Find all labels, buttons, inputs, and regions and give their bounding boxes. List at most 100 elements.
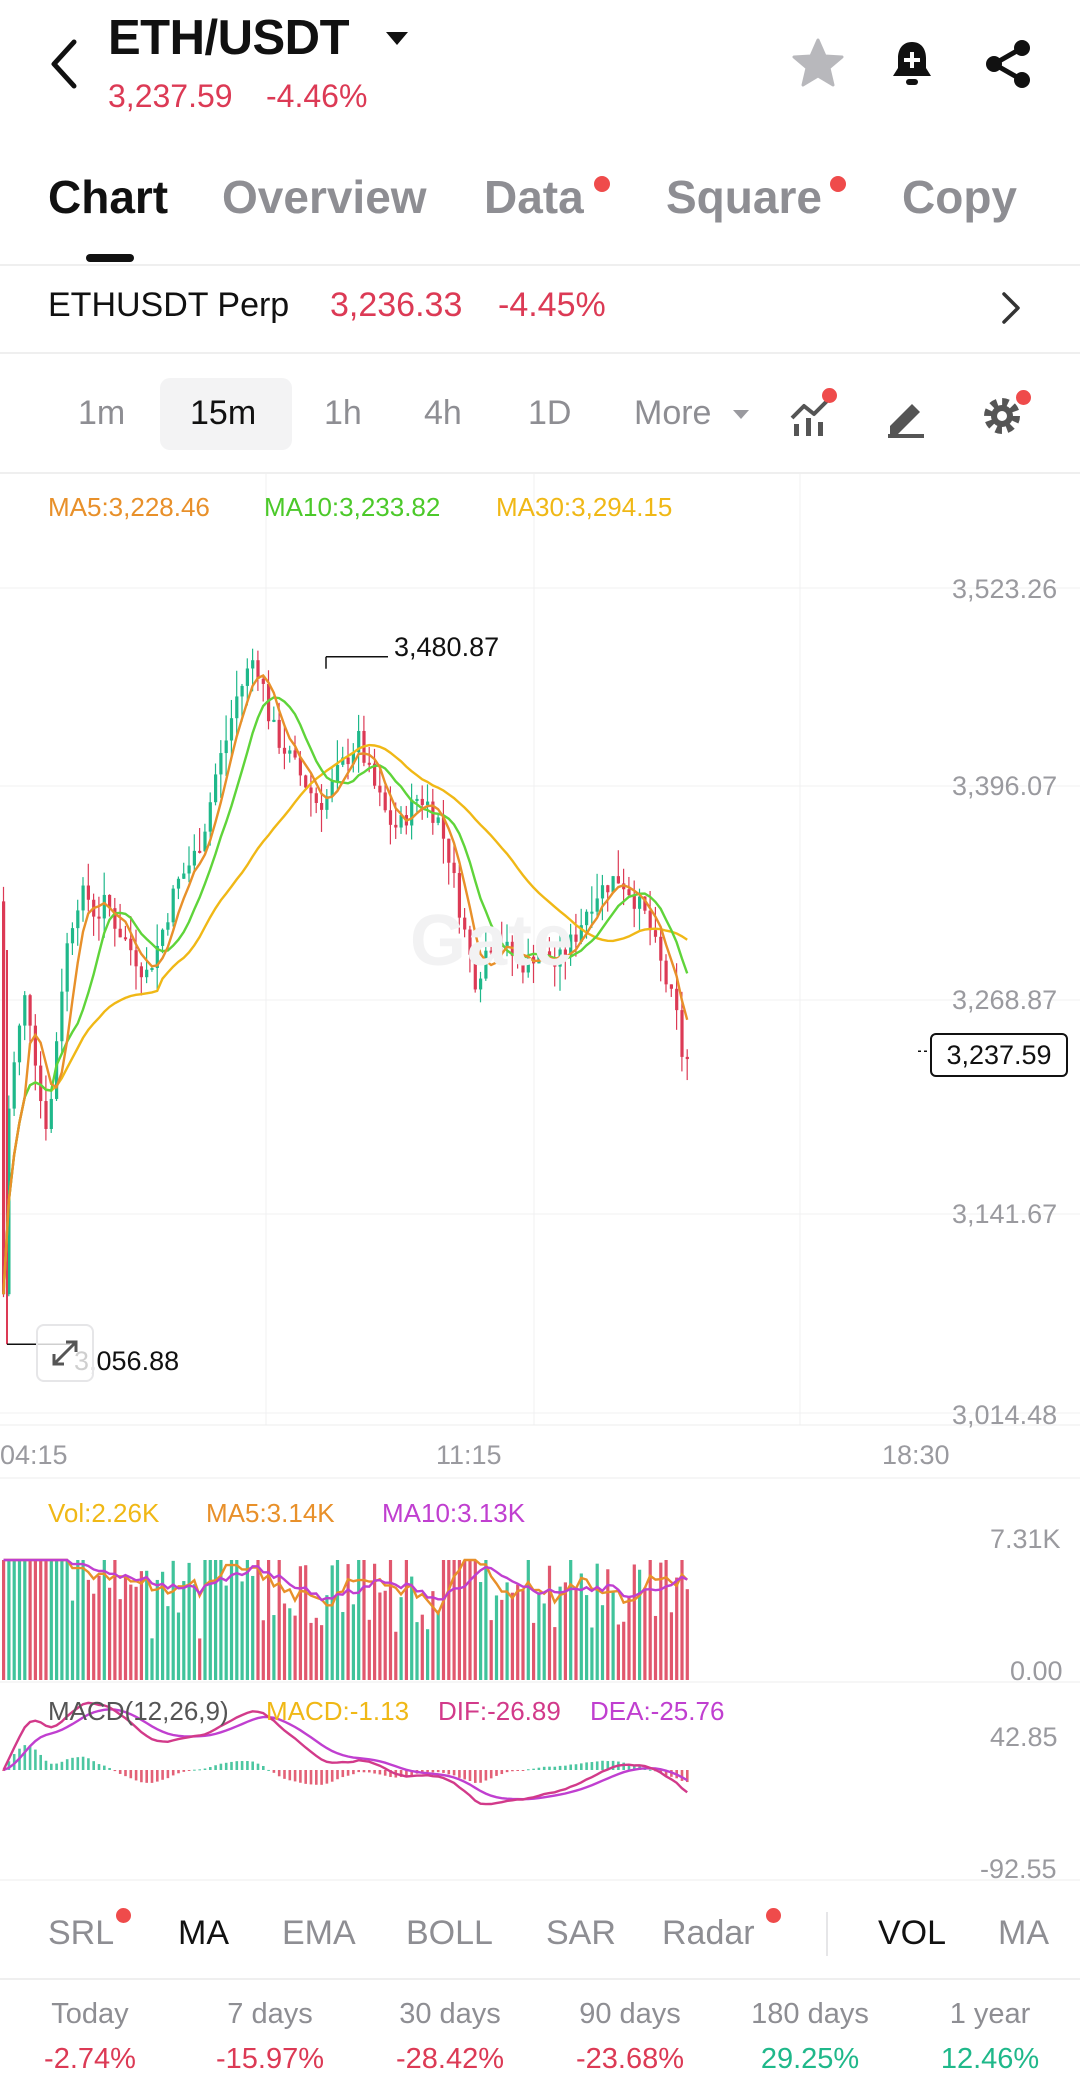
tab-data-dot [594,176,610,192]
volume-bar [314,1617,318,1680]
macd-hist-bar [479,1770,482,1783]
candle-down [606,885,610,893]
volume-bar [664,1560,668,1680]
expand-button[interactable] [36,1324,94,1382]
tab-chart[interactable]: Chart [48,171,169,223]
interval-4h[interactable]: 4h [424,394,462,432]
macd-hist-bar [686,1770,689,1783]
candle-up [145,969,149,978]
perf-30d: 30 days -28.42% [380,1998,520,2076]
candle-down [452,862,456,874]
tab-copy[interactable]: Copy [902,171,1017,223]
macd-hist-bar [511,1770,514,1772]
volume-bar [214,1560,218,1680]
macd-hist-bar [76,1757,80,1770]
indicator-ma-sub[interactable]: MA [998,1914,1049,1952]
candlestick-chart[interactable] [0,474,1080,1894]
candle-up [12,1062,16,1109]
candle-up [208,802,212,832]
candle-down [256,660,260,679]
volume-bar [171,1560,175,1680]
pair-title[interactable]: ETH/USDT [108,11,350,65]
macd-hist-bar [452,1770,456,1776]
tab-overview[interactable]: Overview [222,171,427,223]
macd-hist-bar [156,1770,159,1782]
candle-down [298,757,302,776]
macd-hist-bar [680,1770,684,1781]
candle-down [261,678,265,684]
macd-hist-bar [489,1770,493,1779]
volume-bar [293,1615,297,1680]
alert-button[interactable] [882,34,942,94]
macd-hist-bar [664,1770,668,1776]
volume-bar [420,1614,424,1680]
volume-bar [590,1627,594,1680]
candle-down [293,750,297,758]
indicator-radar[interactable]: Radar [662,1914,755,1952]
candle-down [664,960,668,985]
caret-down-icon[interactable] [386,32,408,45]
candle-down [134,950,138,967]
candle-up [161,929,165,946]
volume-bar [484,1560,488,1680]
macd-hist-bar [267,1769,270,1771]
volume-bar [309,1622,313,1680]
volume-bar [320,1625,324,1680]
candle-up [611,876,615,893]
interval-1d[interactable]: 1D [528,394,572,432]
volume-bar [23,1560,27,1680]
indicator-ema[interactable]: EMA [282,1914,356,1952]
favorite-button[interactable] [788,34,848,94]
macd-hist-bar [2,1770,5,1771]
candle-up [219,753,223,775]
macd-hist-bar [389,1770,392,1777]
indicator-srl[interactable]: SRL [48,1914,115,1952]
share-button[interactable] [978,34,1038,94]
interval-15m[interactable]: 15m [190,394,257,432]
indicator-vol[interactable]: VOL [878,1914,947,1952]
candle-down [616,876,620,884]
volume-bar [113,1560,117,1680]
volume-bar [357,1560,361,1680]
candle-down [33,1025,37,1066]
volume-bar [325,1595,329,1680]
volume-bar [431,1591,435,1680]
macd-y-top: 42.85 [990,1722,1058,1752]
volume-bar [675,1577,679,1680]
macd-hist-bar [622,1762,625,1770]
interval-1h[interactable]: 1h [324,394,362,432]
indicator-boll[interactable]: BOLL [406,1914,493,1952]
macd-hist-bar [346,1770,350,1776]
macd-hist-bar [198,1769,201,1771]
macd-hist-bar [569,1764,572,1770]
candle-up [214,774,218,803]
volume-bar [595,1563,599,1680]
volume-bar [134,1586,138,1680]
candle-down [129,938,133,951]
macd-hist-bar [426,1770,429,1773]
volume-bar [118,1599,122,1680]
macd-hist-bar [219,1763,223,1770]
indicator-chart-icon [790,398,830,436]
candle-down [367,762,371,765]
interval-more[interactable]: More [634,394,712,432]
volume-bar [44,1560,48,1680]
tab-data[interactable]: Data [484,171,584,223]
macd-hist-bar [150,1770,154,1783]
volume-bar [150,1638,154,1680]
perf-value: 29.25% [760,2043,860,2075]
indicator-sar[interactable]: SAR [546,1914,616,1952]
volume-bar [92,1593,96,1680]
indicator-ma[interactable]: MA [178,1914,229,1952]
back-button[interactable] [44,36,84,92]
settings-button[interactable] [976,388,1032,440]
candle-down [198,850,202,853]
divider [0,352,1080,354]
macd-hist-bar [474,1770,477,1783]
tab-square[interactable]: Square [666,171,822,223]
candle-up [595,898,599,912]
chevron-right-icon[interactable] [996,288,1026,328]
indicator-button[interactable] [786,388,838,440]
draw-button[interactable] [880,390,930,440]
interval-1m[interactable]: 1m [78,394,126,432]
